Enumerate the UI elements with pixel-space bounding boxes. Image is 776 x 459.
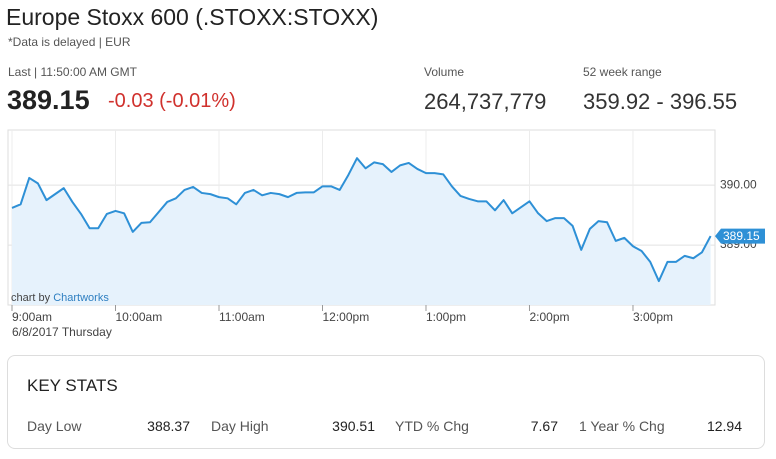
line [11, 157, 712, 283]
title: Europe Stoxx 600 (.STOXX:STOXX) [6, 4, 379, 30]
last-price-tag [715, 228, 765, 244]
stat-value: 388.37 [147, 418, 190, 434]
x-tick-label: 11:00am [219, 310, 265, 324]
area [12, 158, 711, 305]
volume-label: Volume [424, 65, 465, 79]
x-tick-label: 1:00pm [426, 310, 466, 324]
stat-value: 12.94 [706, 418, 742, 434]
x-tick-label: 2:00pm [529, 310, 569, 324]
key-stats-title: KEY STATS [27, 376, 118, 395]
key-stats: KEY STATS Day Low 388.37 Day High 390.51… [7, 355, 765, 449]
x-tick-label: 3:00pm [633, 310, 673, 324]
stat-label: Day Low [27, 418, 82, 434]
note: *Data is delayed | EUR [8, 35, 131, 49]
last-label: Last | 11:50:00 AM GMT [8, 65, 137, 79]
stat-label: YTD % Chg [395, 418, 469, 434]
y-tick-label: 390.00 [720, 177, 757, 191]
x-tick-label: 9:00am [12, 310, 52, 324]
volume: 264,737,779 [424, 89, 547, 114]
stat-label: Day High [211, 418, 269, 434]
credit-prefix: chart by [11, 292, 51, 304]
x-tick-label: 12:00pm [322, 310, 369, 324]
last-price: 389.15 [7, 85, 90, 115]
change: -0.03 (-0.01%) [108, 90, 236, 112]
credit-link[interactable]: Chartworks [53, 292, 109, 304]
date-label: 6/8/2017 Thursday [12, 325, 112, 339]
stat-value: 390.51 [332, 418, 375, 434]
range: 359.92 - 396.55 [583, 89, 738, 114]
x-tick-label: 10:00am [115, 310, 162, 324]
stat-value: 7.67 [530, 418, 558, 434]
credit: chart by Chartworks [11, 292, 109, 304]
stat-label: 1 Year % Chg [579, 418, 665, 434]
range-label: 52 week range [583, 65, 662, 79]
last-price-tag-label: 389.15 [723, 229, 760, 243]
